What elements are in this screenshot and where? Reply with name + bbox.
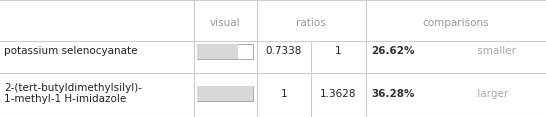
Text: potassium selenocyanate: potassium selenocyanate	[4, 46, 138, 57]
Text: 1.3628: 1.3628	[321, 89, 357, 99]
Bar	[197, 44, 239, 59]
Text: 0.7338: 0.7338	[266, 46, 302, 57]
Text: 26.62%: 26.62%	[371, 46, 415, 57]
Bar	[197, 86, 253, 101]
Text: smaller: smaller	[474, 46, 516, 57]
Bar	[197, 86, 253, 101]
Text: ratios: ratios	[296, 18, 326, 28]
Text: 1: 1	[335, 46, 342, 57]
Text: 2-(tert-butyldimethylsilyl)-
1-methyl-1 H-imidazole: 2-(tert-butyldimethylsilyl)- 1-methyl-1 …	[4, 83, 143, 104]
Text: larger: larger	[474, 89, 508, 99]
Text: 1: 1	[281, 89, 287, 99]
Bar	[197, 44, 253, 59]
Text: comparisons: comparisons	[423, 18, 489, 28]
Text: 36.28%: 36.28%	[371, 89, 415, 99]
Text: visual: visual	[210, 18, 241, 28]
